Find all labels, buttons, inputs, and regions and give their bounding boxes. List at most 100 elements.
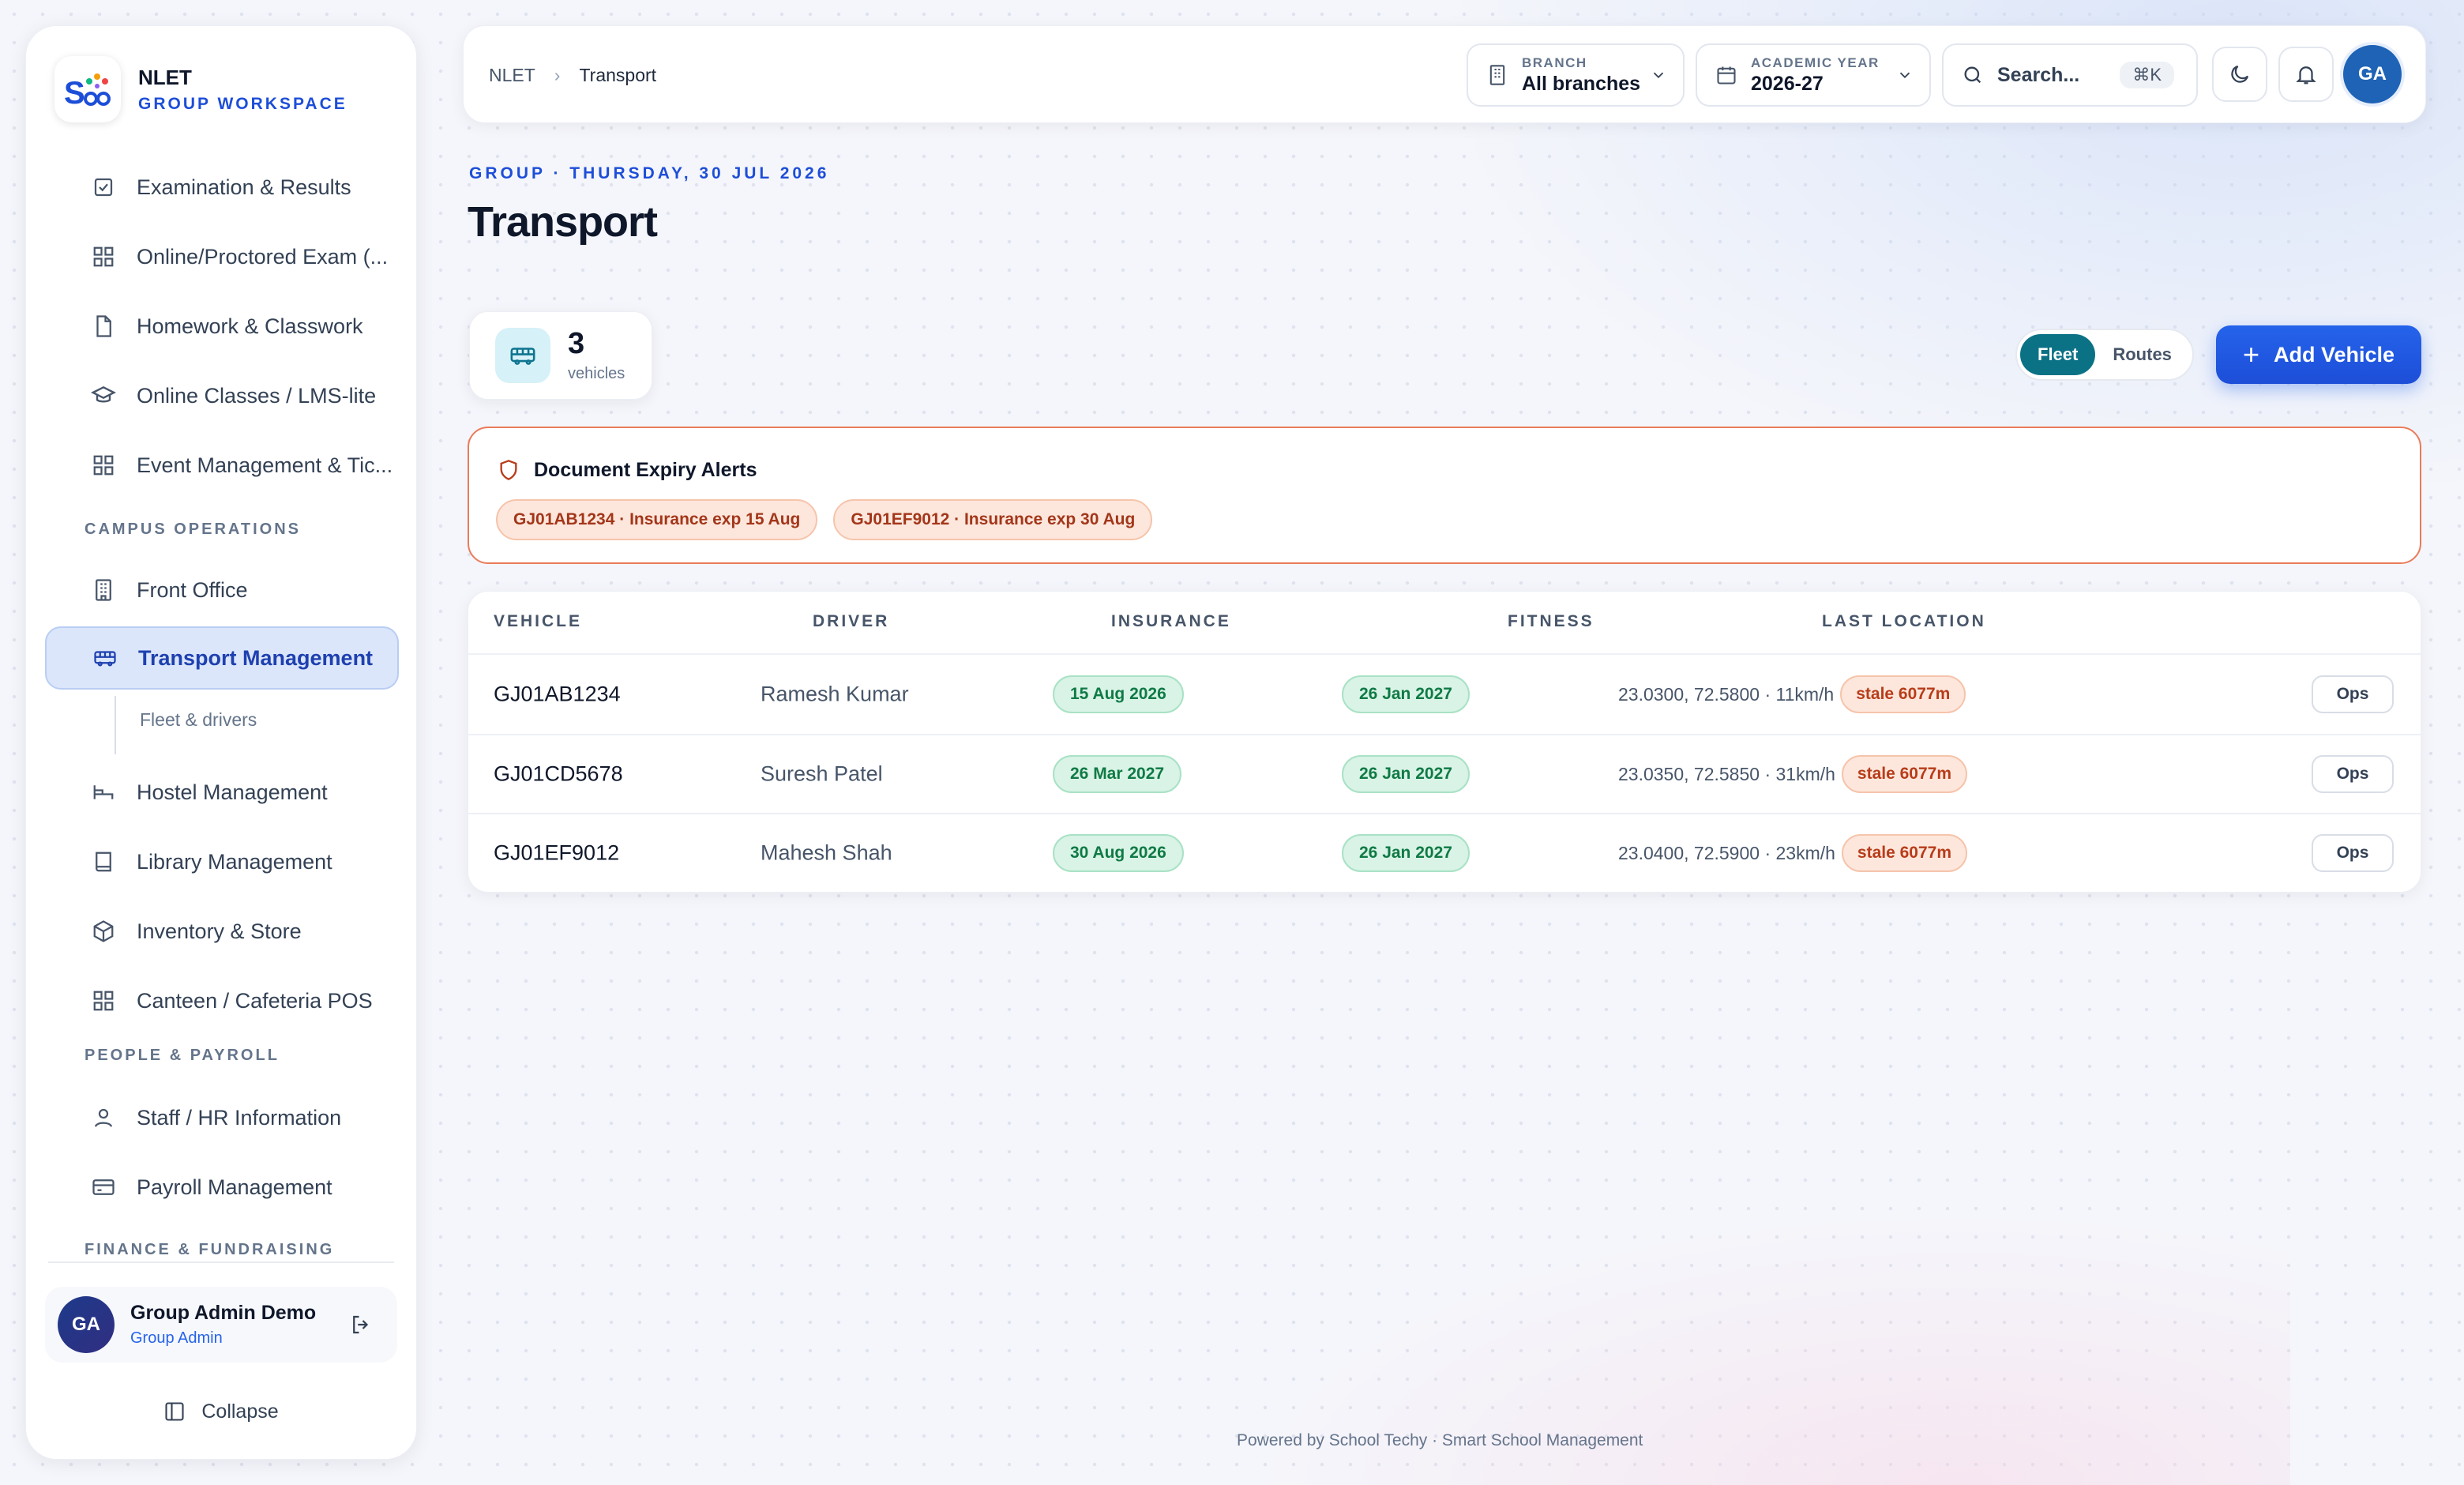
notifications-button[interactable] bbox=[2278, 47, 2334, 102]
user-role: Group Admin bbox=[130, 1329, 223, 1347]
sidebar-item-label: Library Management bbox=[137, 849, 332, 874]
column-header-vehicle: VEHICLE bbox=[494, 612, 583, 630]
page-eyebrow: GROUP · THURSDAY, 30 JUL 2026 bbox=[469, 164, 830, 182]
sidebar-item-label: Event Management & Tic... bbox=[137, 453, 393, 477]
checkbox-icon bbox=[89, 173, 118, 201]
sidebar-item-staff-hr[interactable]: Staff / HR Information bbox=[45, 1086, 399, 1149]
sidebar-item-event-management[interactable]: Event Management & Tic... bbox=[45, 434, 399, 497]
sidebar-item-transport[interactable]: Transport Management bbox=[45, 626, 399, 690]
chevron-down-icon bbox=[1896, 66, 1914, 84]
breadcrumb: NLET › Transport bbox=[489, 26, 656, 124]
location-text: 23.0400, 72.5900 · 23km/h bbox=[1618, 842, 1835, 863]
sidebar-subitem-fleet[interactable]: Fleet & drivers bbox=[140, 709, 257, 730]
ops-button[interactable]: Ops bbox=[2312, 755, 2394, 793]
vehicles-table: VEHICLE DRIVER INSURANCE FITNESS LAST LO… bbox=[468, 591, 2421, 893]
building-icon bbox=[1484, 63, 1511, 87]
divider bbox=[48, 1261, 394, 1263]
alert-chip[interactable]: GJ01EF9012 · Insurance exp 30 Aug bbox=[833, 499, 1153, 540]
vehicle-count: 3 bbox=[568, 326, 585, 360]
vehicle-count-unit: vehicles bbox=[568, 364, 625, 382]
sidebar-item-label: Homework & Classwork bbox=[137, 314, 363, 338]
ops-button[interactable]: Ops bbox=[2312, 675, 2394, 713]
user-card[interactable]: GA Group Admin Demo Group Admin bbox=[45, 1287, 397, 1363]
sidebar-item-label: Canteen / Cafeteria POS bbox=[137, 988, 373, 1013]
section-people-payroll: PEOPLE & PAYROLL bbox=[85, 1047, 280, 1064]
column-header-insurance: INSURANCE bbox=[1111, 612, 1231, 630]
moon-icon bbox=[2228, 62, 2252, 86]
table-row[interactable]: GJ01CD5678 Suresh Patel 26 Mar 2027 26 J… bbox=[468, 734, 2421, 813]
plus-icon: + bbox=[2242, 338, 2259, 370]
footer-text: Powered by School Techy · Smart School M… bbox=[1237, 1431, 1643, 1449]
year-label: ACADEMIC YEAR bbox=[1751, 55, 1880, 70]
ops-button[interactable]: Ops bbox=[2312, 834, 2394, 872]
table-row[interactable]: GJ01EF9012 Mahesh Shah 30 Aug 2026 26 Ja… bbox=[468, 813, 2421, 892]
bus-icon bbox=[495, 328, 550, 383]
breadcrumb-root[interactable]: NLET bbox=[489, 64, 535, 85]
collapse-label: Collapse bbox=[201, 1400, 279, 1423]
year-value: 2026-27 bbox=[1751, 72, 1824, 95]
sidebar-item-inventory[interactable]: Inventory & Store bbox=[45, 900, 399, 963]
alert-chip[interactable]: GJ01AB1234 · Insurance exp 15 Aug bbox=[496, 499, 818, 540]
avatar[interactable]: GA bbox=[2343, 45, 2402, 103]
academic-year-select[interactable]: ACADEMIC YEAR 2026-27 bbox=[1696, 43, 1931, 107]
fitness-badge: 26 Jan 2027 bbox=[1342, 755, 1470, 793]
bed-icon bbox=[89, 778, 118, 806]
building-icon bbox=[89, 576, 118, 604]
grid-icon bbox=[89, 987, 118, 1015]
sidebar-item-label: Online Classes / LMS-lite bbox=[137, 383, 377, 408]
stale-badge: stale 6077m bbox=[1841, 755, 1968, 793]
sidebar: S NLET GROUP WORKSPACE Examination & Res… bbox=[25, 25, 417, 1460]
brand-name: NLET bbox=[138, 65, 192, 89]
sidebar-item-payroll[interactable]: Payroll Management bbox=[45, 1156, 399, 1219]
package-icon bbox=[89, 917, 118, 946]
user-icon bbox=[89, 1103, 118, 1132]
logout-icon[interactable] bbox=[345, 1309, 377, 1340]
card-icon bbox=[89, 1173, 118, 1201]
table-row[interactable]: GJ01AB1234 Ramesh Kumar 15 Aug 2026 26 J… bbox=[468, 655, 2421, 734]
search-input[interactable]: Search... ⌘K bbox=[1942, 43, 2198, 107]
sidebar-item-hostel[interactable]: Hostel Management bbox=[45, 761, 399, 824]
insurance-badge: 26 Mar 2027 bbox=[1053, 755, 1182, 793]
grid-icon bbox=[89, 242, 118, 271]
last-location: 23.0350, 72.5850 · 31km/h stale 6077m bbox=[1618, 755, 1968, 793]
tab-routes[interactable]: Routes bbox=[2113, 344, 2172, 364]
sidebar-item-label: Payroll Management bbox=[137, 1175, 332, 1199]
view-toggle: Fleet Routes bbox=[2015, 329, 2194, 381]
sidebar-header: S NLET GROUP WORKSPACE bbox=[26, 26, 416, 173]
branch-label: BRANCH bbox=[1522, 55, 1587, 70]
vehicle-number: GJ01EF9012 bbox=[494, 840, 620, 865]
file-icon bbox=[89, 312, 118, 340]
breadcrumb-current: Transport bbox=[579, 64, 657, 85]
search-placeholder: Search... bbox=[1997, 63, 2080, 86]
section-finance: FINANCE & FUNDRAISING bbox=[85, 1241, 335, 1258]
branch-value: All branches bbox=[1522, 72, 1641, 95]
sidebar-item-homework[interactable]: Homework & Classwork bbox=[45, 295, 399, 358]
sidebar-item-library[interactable]: Library Management bbox=[45, 830, 399, 893]
sidebar-item-online-classes[interactable]: Online Classes / LMS-lite bbox=[45, 364, 399, 427]
page-title: Transport bbox=[468, 198, 658, 246]
column-header-last-location: LAST LOCATION bbox=[1822, 612, 1986, 630]
column-header-driver: DRIVER bbox=[813, 612, 890, 630]
bus-icon bbox=[91, 644, 119, 672]
column-header-fitness: FITNESS bbox=[1508, 612, 1594, 630]
theme-toggle-button[interactable] bbox=[2212, 47, 2267, 102]
add-vehicle-button[interactable]: + Add Vehicle bbox=[2216, 325, 2421, 384]
sidebar-item-canteen[interactable]: Canteen / Cafeteria POS bbox=[45, 969, 399, 1032]
branch-select[interactable]: BRANCH All branches bbox=[1467, 43, 1685, 107]
add-vehicle-label: Add Vehicle bbox=[2273, 342, 2395, 367]
collapse-button[interactable]: Collapse bbox=[26, 1388, 416, 1435]
tab-fleet[interactable]: Fleet bbox=[2020, 334, 2096, 375]
section-campus-operations: CAMPUS OPERATIONS bbox=[85, 521, 301, 538]
location-text: 23.0300, 72.5800 · 11km/h bbox=[1618, 683, 1835, 705]
vehicle-count-card: 3 vehicles bbox=[469, 311, 652, 400]
brand[interactable]: S NLET GROUP WORKSPACE bbox=[54, 50, 347, 129]
sidebar-item-label: Front Office bbox=[137, 577, 248, 602]
location-text: 23.0350, 72.5850 · 31km/h bbox=[1618, 763, 1835, 784]
shield-icon bbox=[498, 458, 520, 482]
divider bbox=[468, 653, 2421, 655]
calendar-icon bbox=[1713, 64, 1740, 86]
sidebar-item-online-exam[interactable]: Online/Proctored Exam (... bbox=[45, 225, 399, 288]
sidebar-item-front-office[interactable]: Front Office bbox=[45, 558, 399, 622]
logo: S bbox=[54, 56, 121, 122]
sidebar-item-examination[interactable]: Examination & Results bbox=[45, 156, 399, 219]
